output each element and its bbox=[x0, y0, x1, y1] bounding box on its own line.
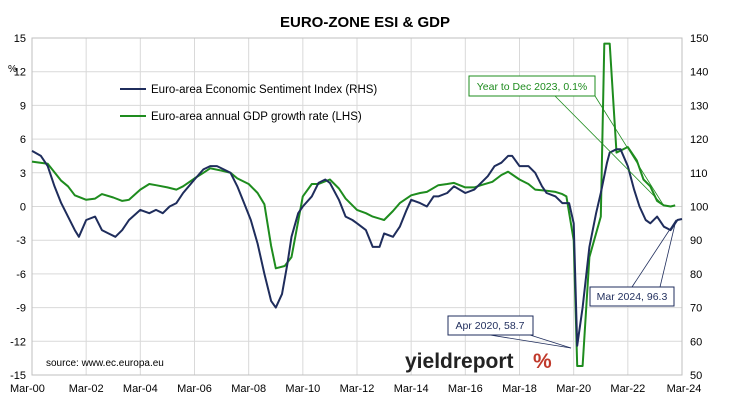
left-axis-unit: % bbox=[8, 64, 17, 75]
x-tick-label: Mar-10 bbox=[285, 383, 320, 395]
annotation-leader-line bbox=[659, 219, 677, 288]
x-tick-label: Mar-14 bbox=[394, 383, 429, 395]
source-note: source: www.ec.europa.eu bbox=[46, 358, 164, 369]
x-tick-label: Mar-16 bbox=[448, 383, 483, 395]
right-tick-label: 100 bbox=[690, 202, 708, 214]
annotation-label: Apr 2020, 58.7 bbox=[456, 320, 525, 332]
left-tick-label: 6 bbox=[20, 134, 26, 146]
left-axis: -15 -12 -9 -6 -3 0 3 6 9 12 15 bbox=[10, 33, 26, 382]
right-tick-label: 70 bbox=[690, 303, 702, 315]
annotation-box bbox=[589, 286, 675, 307]
right-axis: 50 60 70 80 90 100 110 120 130 140 150 bbox=[690, 33, 708, 382]
x-tick-label: Mar-04 bbox=[123, 383, 158, 395]
left-tick-label: 9 bbox=[20, 100, 26, 112]
x-tick-label: Mar-02 bbox=[69, 383, 104, 395]
series-line-gdp bbox=[31, 42, 676, 367]
brand-percent-symbol: % bbox=[533, 350, 552, 373]
annotation-esi-apr-2020: Apr 2020, 58.7 bbox=[447, 315, 572, 349]
x-tick-label: Mar-00 bbox=[10, 383, 45, 395]
annotation-esi-mar-2024: Mar 2024, 96.3 bbox=[589, 219, 677, 307]
left-tick-label: 15 bbox=[14, 33, 26, 45]
legend: Euro-area Economic Sentiment Index (RHS)… bbox=[120, 84, 377, 123]
left-tick-label: 3 bbox=[20, 168, 26, 180]
annotation-label: Year to Dec 2023, 0.1% bbox=[477, 81, 588, 93]
x-axis: Mar-00 Mar-02 Mar-04 Mar-06 Mar-08 Mar-10 Mar-… bbox=[10, 383, 701, 395]
annotation-leader-line bbox=[489, 334, 572, 349]
right-tick-label: 120 bbox=[690, 134, 708, 146]
yieldreport-logo: yieldreport % bbox=[405, 350, 552, 373]
chart-title: EURO-ZONE ESI & GDP bbox=[280, 14, 450, 31]
series-layer bbox=[31, 42, 683, 367]
annotation-label: Mar 2024, 96.3 bbox=[597, 291, 668, 303]
left-tick-label: -3 bbox=[16, 235, 26, 247]
right-tick-label: 130 bbox=[690, 100, 708, 112]
annotation-leader-line bbox=[631, 219, 677, 288]
left-tick-label: -6 bbox=[16, 269, 26, 281]
left-tick-label: -9 bbox=[16, 303, 26, 315]
left-tick-label: 0 bbox=[20, 202, 26, 214]
annotation-leader-line bbox=[594, 95, 665, 207]
annotation-leader-line bbox=[554, 95, 665, 207]
annotation-leader-line bbox=[529, 334, 572, 349]
brand-wordmark: yieldreport bbox=[405, 350, 514, 373]
annotation-box bbox=[447, 315, 534, 336]
left-tick-label: -12 bbox=[10, 336, 26, 348]
annotation-gdp-dec-2023: Year to Dec 2023, 0.1% bbox=[468, 75, 665, 207]
x-tick-label: Mar-24 bbox=[667, 383, 702, 395]
left-tick-label: 12 bbox=[14, 67, 26, 79]
x-tick-label: Mar-12 bbox=[340, 383, 375, 395]
x-tick-label: Mar-22 bbox=[610, 383, 645, 395]
right-tick-label: 150 bbox=[690, 33, 708, 45]
annotation-box bbox=[468, 75, 596, 97]
left-tick-label: -15 bbox=[10, 370, 26, 382]
x-tick-label: Mar-08 bbox=[231, 383, 266, 395]
right-tick-label: 50 bbox=[690, 370, 702, 382]
right-tick-label: 60 bbox=[690, 336, 702, 348]
series-line-esi bbox=[31, 148, 683, 347]
x-tick-label: Mar-06 bbox=[177, 383, 212, 395]
legend-label-gdp: Euro-area annual GDP growth rate (LHS) bbox=[151, 111, 362, 123]
x-tick-label: Mar-20 bbox=[556, 383, 591, 395]
legend-label-esi: Euro-area Economic Sentiment Index (RHS) bbox=[151, 84, 377, 96]
right-tick-label: 90 bbox=[690, 235, 702, 247]
plot-area-border bbox=[31, 37, 683, 376]
right-tick-label: 80 bbox=[690, 269, 702, 281]
right-tick-label: 140 bbox=[690, 67, 708, 79]
x-tick-label: Mar-18 bbox=[502, 383, 537, 395]
right-tick-label: 110 bbox=[690, 168, 708, 180]
